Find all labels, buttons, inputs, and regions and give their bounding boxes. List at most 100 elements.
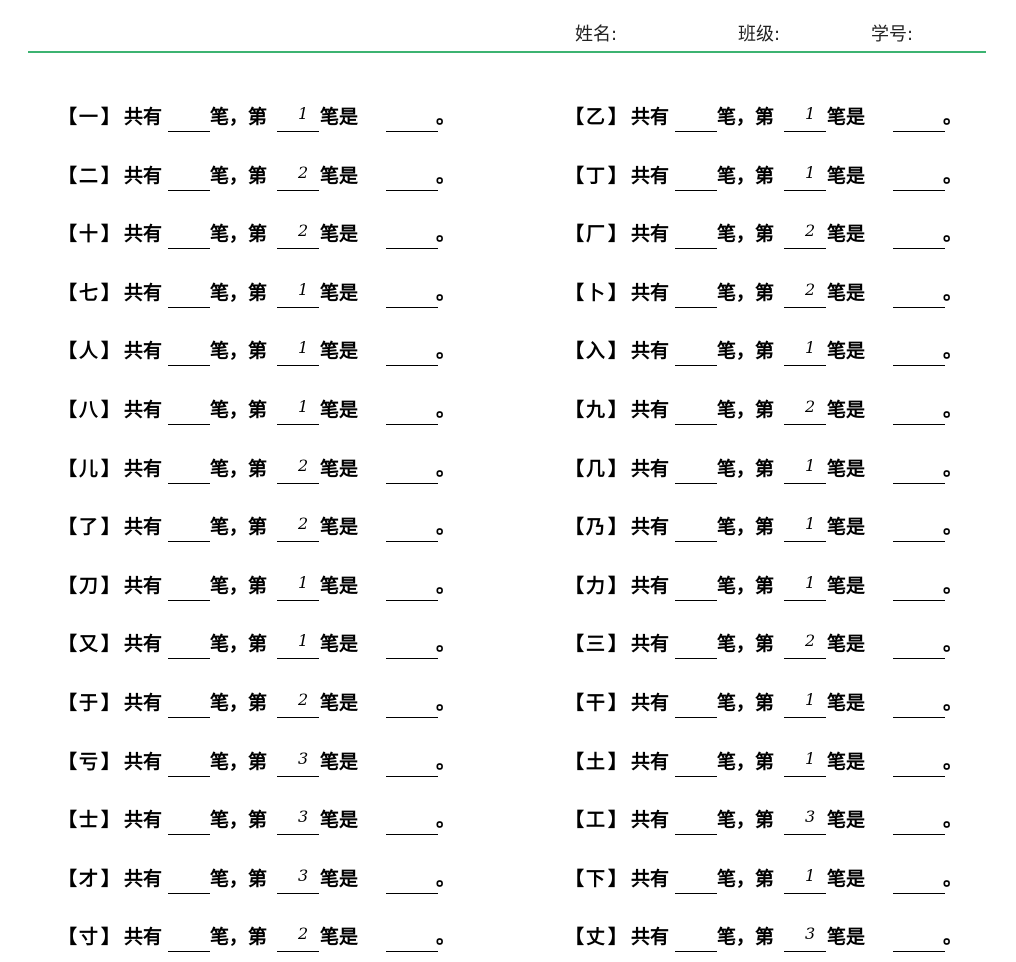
total-strokes-blank[interactable] (675, 306, 717, 308)
stroke-index-blank[interactable] (784, 248, 826, 250)
total-strokes-blank[interactable] (168, 482, 210, 484)
stroke-number: 3 (805, 807, 816, 827)
total-strokes-blank[interactable] (675, 599, 717, 601)
stroke-index-blank[interactable] (277, 658, 319, 660)
stroke-index-blank[interactable] (784, 306, 826, 308)
total-strokes-blank[interactable] (675, 541, 717, 543)
stroke-index-blank[interactable] (784, 482, 826, 484)
stroke-index-blank[interactable] (277, 248, 319, 250)
total-strokes-blank[interactable] (675, 424, 717, 425)
total-strokes-blank[interactable] (675, 951, 717, 953)
stroke-index-blank[interactable] (784, 131, 826, 132)
total-strokes-blank[interactable] (168, 775, 210, 777)
stroke-index-blank[interactable] (277, 599, 319, 601)
stroke-name-blank[interactable] (893, 834, 945, 836)
stroke-index-blank[interactable] (784, 892, 826, 894)
stroke-name-blank[interactable] (893, 599, 945, 601)
period: 。 (436, 223, 456, 246)
stroke-name-blank[interactable] (893, 717, 945, 718)
stroke-index-blank[interactable] (277, 892, 319, 894)
total-strokes-blank[interactable] (675, 892, 717, 894)
stroke-name-blank[interactable] (386, 131, 438, 132)
open-bracket: 【 (565, 223, 585, 246)
stroke-name-blank[interactable] (386, 541, 438, 543)
total-strokes-blank[interactable] (168, 189, 210, 191)
stroke-index-blank[interactable] (277, 951, 319, 953)
stroke-index-blank[interactable] (277, 834, 319, 836)
stroke-index-blank[interactable] (784, 951, 826, 953)
total-strokes-blank[interactable] (168, 424, 210, 425)
stroke-name-blank[interactable] (893, 892, 945, 894)
stroke-name-blank[interactable] (893, 482, 945, 484)
stroke-name-blank[interactable] (893, 306, 945, 308)
stroke-name-blank[interactable] (386, 658, 438, 660)
stroke-index-blank[interactable] (277, 131, 319, 132)
total-strokes-blank[interactable] (168, 834, 210, 836)
stroke-index-blank[interactable] (277, 541, 319, 543)
stroke-name-blank[interactable] (386, 599, 438, 601)
stroke-index-blank[interactable] (784, 541, 826, 543)
stroke-index-blank[interactable] (784, 775, 826, 777)
total-strokes-blank[interactable] (168, 599, 210, 601)
stroke-name-blank[interactable] (893, 951, 945, 953)
stroke-name-blank[interactable] (386, 365, 438, 367)
open-bracket: 【 (58, 340, 78, 363)
stroke-name-blank[interactable] (386, 834, 438, 836)
stroke-name-blank[interactable] (386, 775, 438, 777)
strokes-text: 笔，第 (717, 106, 775, 128)
stroke-name-blank[interactable] (386, 951, 438, 953)
stroke-name-blank[interactable] (386, 189, 438, 191)
stroke-name-blank[interactable] (893, 189, 945, 191)
stroke-index-blank[interactable] (784, 365, 826, 367)
total-strokes-blank[interactable] (168, 951, 210, 953)
total-strokes-blank[interactable] (675, 248, 717, 250)
stroke-index-blank[interactable] (784, 599, 826, 601)
total-strokes-blank[interactable] (675, 658, 717, 660)
stroke-index-blank[interactable] (784, 717, 826, 718)
strokes-text: 笔，第 (717, 399, 775, 421)
stroke-name-blank[interactable] (386, 717, 438, 718)
stroke-index-blank[interactable] (784, 424, 826, 425)
stroke-index-blank[interactable] (277, 365, 319, 367)
total-strokes-blank[interactable] (168, 365, 210, 367)
stroke-index-blank[interactable] (277, 306, 319, 308)
stroke-index-blank[interactable] (784, 189, 826, 191)
total-strokes-blank[interactable] (675, 131, 717, 132)
stroke-name-blank[interactable] (386, 482, 438, 484)
close-bracket: 】 (101, 164, 121, 187)
stroke-name-blank[interactable] (386, 424, 438, 425)
total-strokes-blank[interactable] (675, 834, 717, 836)
stroke-name-blank[interactable] (893, 541, 945, 543)
stroke-name-blank[interactable] (386, 892, 438, 894)
stroke-name-blank[interactable] (893, 248, 945, 250)
total-strokes-blank[interactable] (168, 131, 210, 132)
stroke-name-blank[interactable] (386, 248, 438, 250)
stroke-index-blank[interactable] (277, 189, 319, 191)
total-strokes-blank[interactable] (675, 365, 717, 367)
total-strokes-blank[interactable] (168, 717, 210, 718)
total-strokes-blank[interactable] (675, 189, 717, 191)
stroke-is-text: 笔是 (827, 516, 866, 539)
stroke-name-blank[interactable] (893, 424, 945, 425)
stroke-name-blank[interactable] (893, 365, 945, 367)
total-strokes-blank[interactable] (168, 892, 210, 894)
stroke-index-blank[interactable] (277, 717, 319, 718)
open-bracket: 【 (565, 750, 585, 773)
stroke-name-blank[interactable] (893, 658, 945, 660)
stroke-name-blank[interactable] (893, 131, 945, 132)
total-strokes-blank[interactable] (675, 482, 717, 484)
total-strokes-blank[interactable] (168, 306, 210, 308)
stroke-name-blank[interactable] (386, 306, 438, 308)
stroke-index-blank[interactable] (784, 834, 826, 836)
total-strokes-blank[interactable] (168, 248, 210, 250)
total-strokes-blank[interactable] (168, 541, 210, 543)
total-strokes-blank[interactable] (675, 717, 717, 718)
total-strokes-blank[interactable] (168, 658, 210, 660)
stroke-index-blank[interactable] (277, 424, 319, 425)
stroke-index-blank[interactable] (784, 658, 826, 660)
stroke-index-blank[interactable] (277, 482, 319, 484)
stroke-name-blank[interactable] (893, 775, 945, 777)
stroke-index-blank[interactable] (277, 775, 319, 777)
exercise-row: 【刀】共有 笔，第 1 笔是 。 (58, 571, 478, 611)
total-strokes-blank[interactable] (675, 775, 717, 777)
